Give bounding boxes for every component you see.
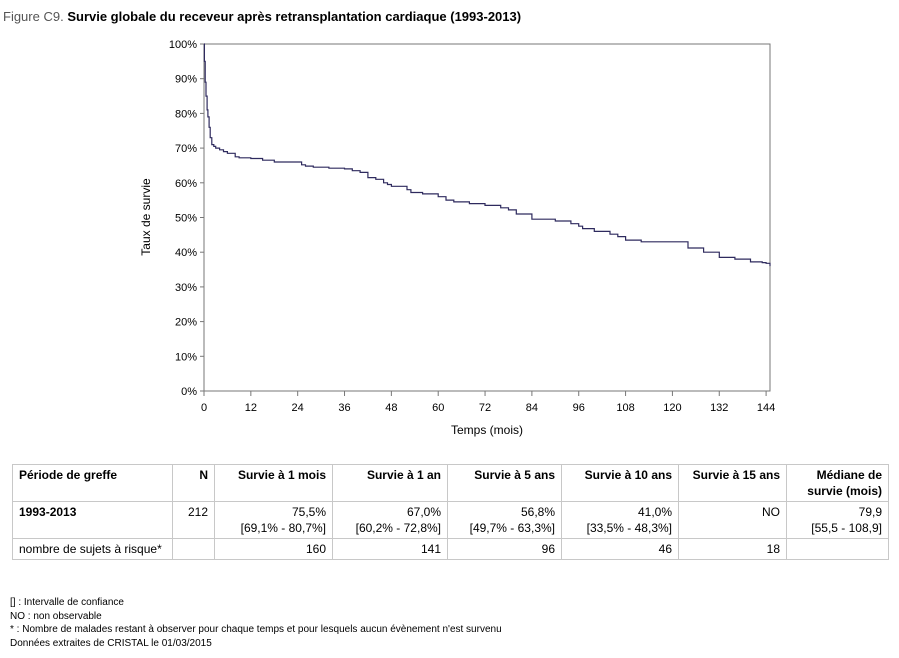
footnote-risk: * : Nombre de malades restant à observer…	[10, 624, 502, 636]
y-tick-label: 60%	[175, 178, 197, 190]
risk-row-n	[172, 538, 215, 560]
y-axis: 0% 10% 20% 30% 40% 50% 60% 70% 80% 90% 100%	[169, 39, 204, 398]
risk-median	[786, 538, 889, 560]
header-survival-1-year: Survie à 1 an	[332, 464, 448, 502]
x-tick-label: 48	[385, 402, 397, 414]
y-axis-title: Taux de survie	[139, 178, 153, 256]
row-survival-1-year: 67,0% [60,2% - 72,8%]	[332, 501, 448, 539]
y-tick-label: 40%	[175, 247, 197, 259]
risk-row-label: nombre de sujets à risque*	[12, 538, 173, 560]
row-survival-1-month: 75,5% [69,1% - 80,7%]	[214, 501, 333, 539]
survival-table: Période de greffe N Survie à 1 mois Surv…	[12, 464, 889, 560]
figure-title: Figure C9. Survie globale du receveur ap…	[3, 9, 521, 24]
header-median-survival: Médiane de survie (mois)	[786, 464, 889, 502]
value: 79,9	[858, 505, 882, 519]
y-tick-label: 80%	[175, 108, 197, 120]
header-survival-10-years: Survie à 10 ans	[561, 464, 679, 502]
figure-number: Figure C9.	[3, 9, 64, 24]
risk-15-years: 18	[678, 538, 787, 560]
x-tick-label: 144	[757, 402, 775, 414]
x-tick-label: 12	[245, 402, 257, 414]
risk-5-years: 96	[447, 538, 562, 560]
header-survival-5-years: Survie à 5 ans	[447, 464, 562, 502]
table-row: 1993-2013 212 75,5% [69,1% - 80,7%] 67,0%…	[12, 501, 889, 539]
x-tick-label: 120	[663, 402, 681, 414]
x-tick-label: 108	[616, 402, 634, 414]
survival-chart: 0% 10% 20% 30% 40% 50% 60% 70% 80% 90% 100% 0 12 24 3…	[139, 39, 775, 437]
x-axis-title: Temps (mois)	[451, 423, 523, 437]
risk-1-month: 160	[214, 538, 333, 560]
value: 41,0%	[637, 505, 672, 519]
x-tick-label: 24	[292, 402, 304, 414]
footnote-source: Données extraites de CRISTAL le 01/03/20…	[10, 637, 212, 649]
y-tick-label: 0%	[181, 386, 197, 398]
x-tick-label: 0	[201, 402, 207, 414]
risk-10-years: 46	[561, 538, 679, 560]
confidence-interval: [49,7% - 63,3%]	[469, 521, 555, 535]
row-n: 212	[172, 501, 215, 539]
y-tick-label: 10%	[175, 351, 197, 363]
confidence-interval: [55,5 - 108,9]	[811, 521, 882, 535]
row-survival-5-years: 56,8% [49,7% - 63,3%]	[447, 501, 562, 539]
header-survival-1-month: Survie à 1 mois	[214, 464, 333, 502]
value: 56,8%	[520, 505, 555, 519]
y-tick-label: 20%	[175, 317, 197, 329]
risk-row: nombre de sujets à risque* 160 141 96 46…	[12, 538, 889, 560]
x-tick-label: 36	[338, 402, 350, 414]
y-tick-label: 90%	[175, 74, 197, 86]
row-survival-15-years: NO	[678, 501, 787, 539]
header-period: Période de greffe	[12, 464, 173, 502]
x-tick-label: 84	[526, 402, 538, 414]
table-header-row: Période de greffe N Survie à 1 mois Surv…	[12, 464, 889, 502]
value: 67,0%	[406, 505, 441, 519]
confidence-interval: [60,2% - 72,8%]	[355, 521, 441, 535]
row-survival-10-years: 41,0% [33,5% - 48,3%]	[561, 501, 679, 539]
y-tick-label: 50%	[175, 213, 197, 225]
x-tick-label: 96	[573, 402, 585, 414]
x-tick-label: 60	[432, 402, 444, 414]
value: 75,5%	[291, 505, 326, 519]
y-tick-label: 100%	[169, 39, 197, 51]
header-survival-15-years: Survie à 15 ans	[678, 464, 787, 502]
survival-curve	[203, 43, 771, 267]
row-median-survival: 79,9 [55,5 - 108,9]	[786, 501, 889, 539]
figure-title-text: Survie globale du receveur après retrans…	[67, 9, 522, 24]
x-axis: 0 12 24 36 48 60 72 84 96 108 120 132 144	[201, 391, 775, 414]
row-period: 1993-2013	[12, 501, 173, 539]
header-n: N	[172, 464, 215, 502]
footnote-ci: [] : Intervalle de confiance	[10, 597, 124, 608]
y-tick-label: 70%	[175, 143, 197, 155]
plot-frame	[203, 43, 771, 392]
confidence-interval: [69,1% - 80,7%]	[240, 521, 326, 535]
x-tick-label: 72	[479, 402, 491, 414]
footnote-no: NO : non observable	[10, 610, 102, 622]
footnotes: [] : Intervalle de confiance NO : non ob…	[10, 596, 502, 650]
y-tick-label: 30%	[175, 282, 197, 294]
confidence-interval: [33,5% - 48,3%]	[586, 521, 672, 535]
risk-1-year: 141	[332, 538, 448, 560]
x-tick-label: 132	[710, 402, 728, 414]
